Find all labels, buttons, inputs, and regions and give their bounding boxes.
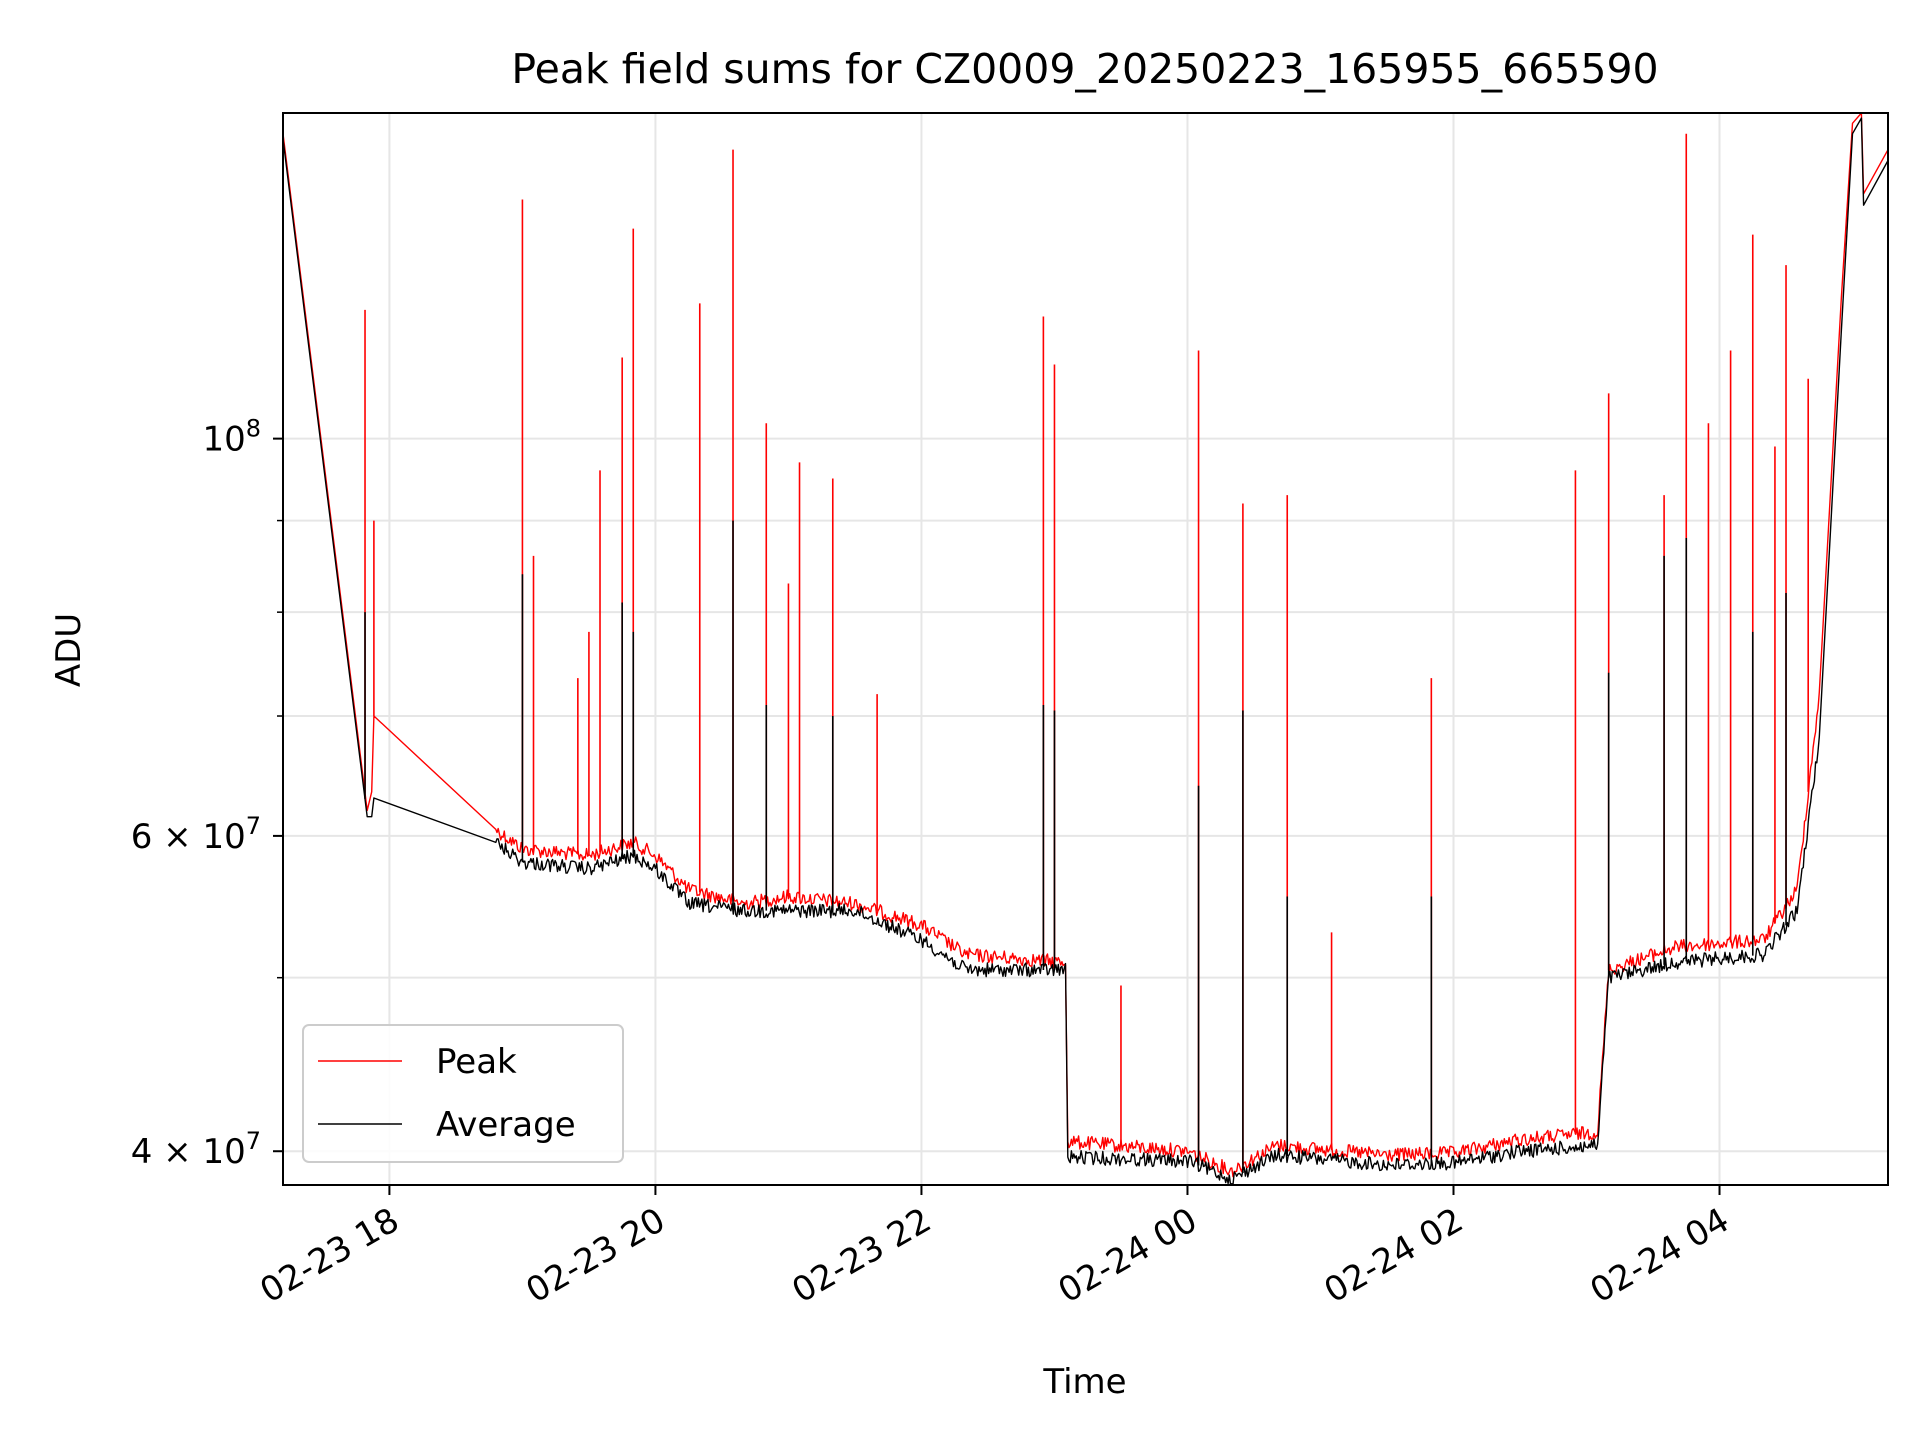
y-tick-label: 6 × 107 bbox=[131, 812, 261, 857]
plot-frame bbox=[282, 112, 1889, 1186]
series-line-peak bbox=[283, 113, 1888, 1178]
y-axis-label: ADU bbox=[49, 613, 89, 687]
chart-title: Peak field sums for CZ0009_20250223_1659… bbox=[511, 45, 1658, 93]
series-layer bbox=[283, 113, 1888, 1185]
y-axis: 4 × 107 6 × 107 108 bbox=[131, 415, 283, 1172]
legend-label-average: Average bbox=[436, 1105, 576, 1145]
legend-box bbox=[302, 1024, 624, 1163]
y-tick-label: 108 bbox=[202, 415, 261, 460]
series-line-average bbox=[283, 117, 1888, 1185]
x-axis-label: Time bbox=[1042, 1362, 1126, 1402]
y-tick-label: 4 × 107 bbox=[131, 1127, 261, 1172]
grid bbox=[283, 113, 1888, 1185]
legend: Peak Average bbox=[302, 1024, 624, 1163]
legend-label-peak: Peak bbox=[436, 1042, 517, 1082]
